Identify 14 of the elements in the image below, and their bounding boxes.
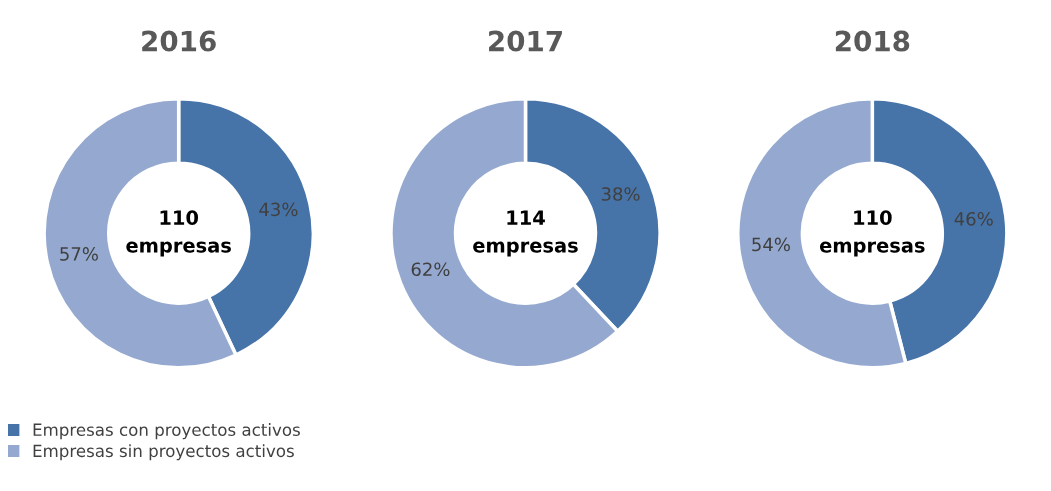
text: 110 empresas bbox=[819, 210, 925, 257]
text: 110 empresas bbox=[126, 210, 231, 257]
legend-label: Empresas con proyectos activos bbox=[33, 423, 300, 440]
chart-title: 2017 bbox=[489, 30, 562, 52]
data-label: 57% bbox=[60, 247, 98, 261]
text: 114 empresas bbox=[473, 210, 578, 257]
data-label: 62% bbox=[411, 262, 450, 277]
data-label: 54% bbox=[752, 237, 790, 252]
data-label: 43% bbox=[259, 202, 298, 217]
legend-label: Empresas sin proyectos activos bbox=[33, 444, 294, 461]
data-label: 46% bbox=[954, 211, 993, 226]
data-label: 38% bbox=[601, 187, 640, 201]
chart-title: 2016 bbox=[142, 30, 216, 52]
chart-title: 2018 bbox=[835, 30, 910, 52]
